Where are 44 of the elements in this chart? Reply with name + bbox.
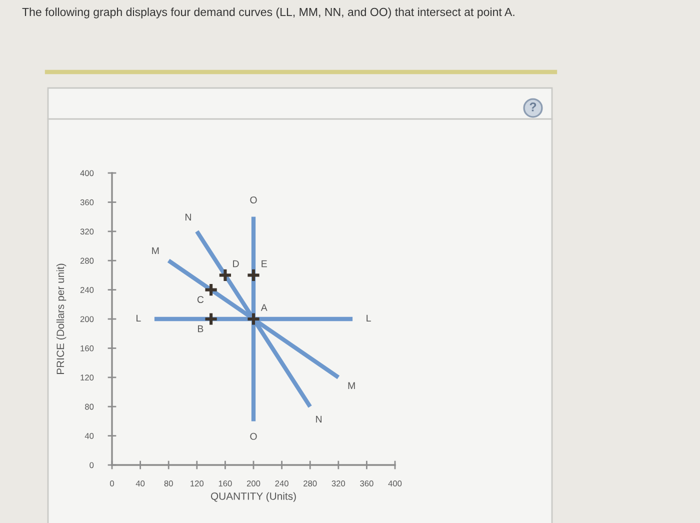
annotation: N (316, 416, 322, 423)
x-tick-label: 360 (360, 480, 374, 486)
annotation: E (262, 260, 267, 268)
point (204, 282, 218, 298)
y-tick-label: 0 (90, 462, 94, 468)
x-tick-label: 120 (190, 480, 204, 486)
y-axis-title: PRICE (Dollars per unit) (56, 264, 66, 374)
point (246, 268, 261, 283)
y-tick-label: 320 (80, 228, 94, 234)
point (246, 312, 261, 326)
y-tick-label: 160 (80, 345, 94, 352)
x-tick-label: 80 (164, 480, 173, 486)
annotation: O (250, 196, 257, 204)
y-tick-label: 240 (80, 287, 94, 293)
chart-title: The following graph displays four demand curves (LL, MM, NN, and OO) that intersect at point A. (22, 8, 514, 18)
annotation: L (366, 314, 371, 322)
x-tick-label: 0 (110, 480, 114, 486)
y-tick-label: 280 (80, 258, 94, 264)
y-tick-label: 400 (80, 170, 94, 176)
y-tick-label: 40 (84, 433, 94, 439)
x-tick-label: 280 (304, 480, 317, 486)
y-tick-label: 200 (80, 316, 94, 322)
y-tick-label: 120 (80, 374, 94, 380)
text: ? (530, 102, 536, 112)
x-tick-label: 240 (275, 480, 288, 486)
y-tick-label: 80 (85, 404, 94, 410)
annotation: O (250, 432, 257, 440)
x-tick-label: 320 (332, 480, 346, 486)
x-tick-label: 200 (246, 480, 260, 486)
point (204, 312, 218, 326)
annotation: A (260, 304, 268, 311)
x-axis-title: QUANTITY (Units) (210, 492, 296, 502)
annotation: M (348, 382, 355, 389)
x-tick-label: 160 (218, 480, 232, 486)
point (218, 268, 233, 283)
annotation: L (136, 314, 141, 322)
annotation: D (233, 260, 239, 268)
x-tick-label: 40 (136, 480, 145, 486)
annotation: M (152, 247, 159, 254)
annotation: B (198, 325, 204, 332)
y-tick-label: 360 (80, 199, 94, 206)
x-tick-label: 400 (388, 480, 402, 486)
annotation: N (186, 214, 191, 220)
annotation: C (197, 296, 204, 304)
